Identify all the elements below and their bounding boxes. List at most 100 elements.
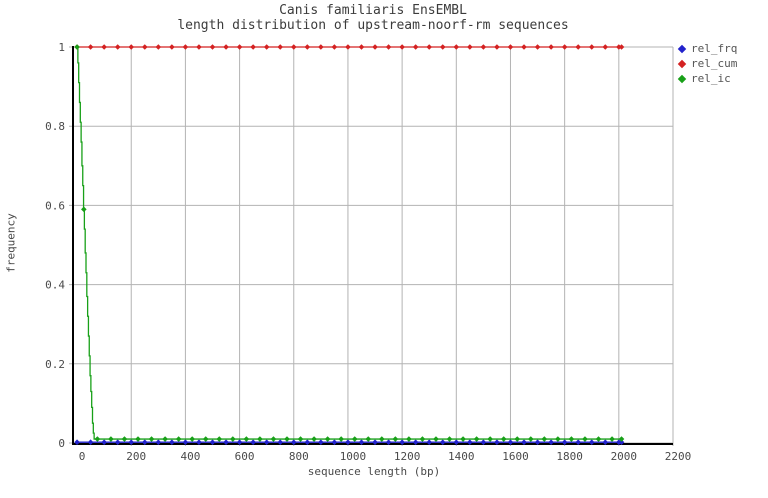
- series-marker-rel_cum: [534, 44, 541, 50]
- series-marker-rel_frq: [534, 439, 541, 446]
- series-marker-rel_frq: [521, 439, 527, 446]
- x-tick-label: 1400: [448, 450, 475, 463]
- series-marker-rel_frq: [290, 439, 297, 446]
- series-marker-rel_ic: [243, 436, 250, 442]
- series-marker-rel_frq: [196, 439, 202, 446]
- y-tick-label: 0.4: [45, 279, 65, 292]
- series-marker-rel_cum: [521, 44, 527, 50]
- series-marker-rel_cum: [385, 44, 392, 50]
- series-marker-rel_frq: [399, 439, 405, 446]
- series-marker-rel_ic: [460, 436, 466, 442]
- series-marker-rel_ic: [74, 44, 80, 50]
- series-marker-rel_frq: [453, 439, 460, 446]
- x-tick-label: 600: [235, 450, 255, 463]
- series-marker-rel_ic: [121, 436, 128, 442]
- series-marker-rel_frq: [263, 439, 270, 446]
- series-marker-rel_frq: [74, 439, 80, 446]
- series-marker-rel_frq: [304, 439, 311, 446]
- series-marker-rel_cum: [331, 44, 338, 50]
- series-marker-rel_ic: [284, 436, 290, 442]
- series-marker-rel_frq: [331, 439, 338, 446]
- series-marker-rel_frq: [209, 439, 216, 446]
- series-marker-rel_cum: [196, 44, 202, 50]
- series-marker-rel_cum: [467, 44, 473, 50]
- series-marker-rel_ic: [311, 436, 317, 442]
- series-marker-rel_ic: [94, 436, 101, 442]
- series-marker-rel_frq: [250, 439, 256, 446]
- series-marker-rel_frq: [602, 439, 609, 446]
- series-marker-rel_frq: [358, 439, 365, 446]
- series-marker-rel_cum: [453, 44, 460, 50]
- series-marker-rel_frq: [412, 439, 419, 446]
- series-marker-rel_frq: [101, 439, 107, 446]
- x-tick-label: 2000: [611, 450, 638, 463]
- series-marker-rel_ic: [324, 436, 331, 442]
- series-marker-rel_cum: [169, 44, 175, 50]
- series-marker-rel_cum: [494, 44, 500, 50]
- legend-label: rel_cum: [691, 57, 738, 70]
- series-marker-rel_cum: [372, 44, 378, 50]
- series-marker-rel_ic: [202, 436, 209, 442]
- series-marker-rel_ic: [541, 436, 548, 442]
- series-marker-rel_cum: [304, 44, 311, 50]
- legend-item-rel-frq: rel_frq: [677, 43, 737, 54]
- series-marker-rel_ic: [582, 436, 588, 442]
- series-marker-rel_frq: [494, 439, 500, 446]
- series-marker-rel_ic: [162, 436, 168, 442]
- series-marker-rel_cum: [101, 44, 107, 50]
- series-marker-rel_ic: [406, 436, 412, 442]
- series-marker-rel_ic: [487, 436, 493, 442]
- series-marker-rel_ic: [379, 436, 385, 442]
- series-line-rel_ic: [77, 46, 622, 440]
- series-marker-rel_ic: [365, 436, 372, 442]
- series-marker-rel_frq: [128, 439, 135, 446]
- series-marker-rel_frq: [223, 439, 229, 446]
- series-marker-rel_ic: [230, 436, 236, 442]
- series-marker-rel_cum: [602, 44, 609, 50]
- series-marker-rel_frq: [141, 439, 148, 446]
- series-marker-rel_cum: [114, 44, 121, 50]
- x-tick-label: 1000: [340, 450, 367, 463]
- series-marker-rel_frq: [439, 439, 446, 446]
- series-marker-rel_frq: [345, 439, 351, 446]
- series-marker-rel_frq: [507, 439, 514, 446]
- series-marker-rel_ic: [175, 436, 182, 442]
- series-marker-rel_frq: [87, 439, 94, 446]
- rel-cum-marker-icon: [677, 59, 687, 68]
- series-marker-rel_ic: [595, 436, 602, 442]
- series-marker-rel_cum: [290, 44, 297, 50]
- x-tick-label: 2200: [665, 450, 692, 463]
- x-tick-label: 1200: [394, 450, 421, 463]
- series-marker-rel_cum: [561, 44, 568, 50]
- series-marker-rel_cum: [399, 44, 405, 50]
- series-marker-rel_cum: [236, 44, 243, 50]
- series-marker-rel_cum: [588, 44, 595, 50]
- series-marker-rel_frq: [385, 439, 392, 446]
- series-marker-rel_ic: [514, 436, 521, 442]
- series-marker-rel_cum: [263, 44, 270, 50]
- series-marker-rel_cum: [141, 44, 148, 50]
- series-marker-rel_frq: [480, 439, 487, 446]
- series-marker-rel_ic: [500, 436, 507, 442]
- series-marker-rel_ic: [297, 436, 304, 442]
- series-marker-rel_ic: [568, 436, 575, 442]
- series-marker-rel_ic: [135, 436, 141, 442]
- series-marker-rel_ic: [446, 436, 453, 442]
- series-marker-rel_ic: [257, 436, 263, 442]
- y-tick-label: 0.2: [45, 358, 65, 371]
- series-marker-rel_frq: [182, 439, 189, 446]
- chart-subtitle: length distribution of upstream-noorf-rm…: [177, 18, 569, 33]
- series-marker-rel_ic: [473, 436, 480, 442]
- series-marker-rel_cum: [618, 44, 625, 50]
- series-marker-rel_ic: [527, 436, 534, 442]
- series-marker-rel_ic: [618, 436, 625, 442]
- series-marker-rel_frq: [467, 439, 473, 446]
- series-marker-rel_ic: [555, 436, 561, 442]
- series-marker-rel_ic: [392, 436, 399, 442]
- x-tick-label: 200: [126, 450, 146, 463]
- series-marker-rel_frq: [588, 439, 595, 446]
- series-marker-rel_cum: [575, 44, 581, 50]
- x-tick-label: 1800: [556, 450, 583, 463]
- legend: rel_frq rel_cum rel_ic: [677, 43, 738, 84]
